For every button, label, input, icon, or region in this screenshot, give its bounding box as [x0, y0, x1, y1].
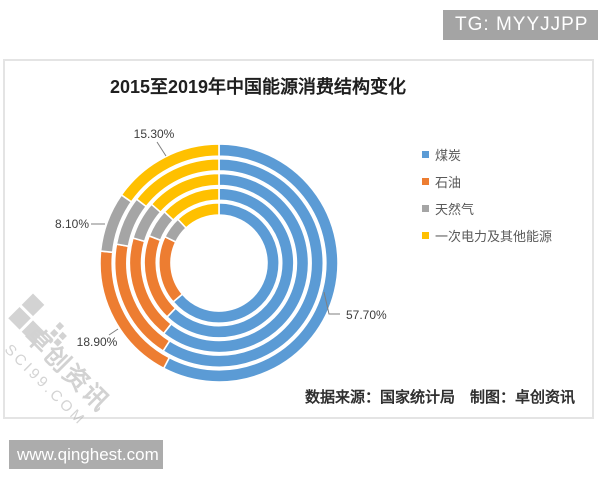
legend-item-coal: 煤炭: [422, 141, 552, 168]
legend-swatch-oil: [422, 178, 429, 185]
source-note: 数据来源：国家统计局 制图：卓创资讯: [304, 389, 575, 406]
donut-rings-chart: [99, 143, 339, 383]
data-label: 57.70%: [346, 308, 387, 322]
chart-title: 2015至2019年中国能源消费结构变化: [109, 77, 407, 97]
legend-label-electricity: 一次电力及其他能源: [435, 229, 553, 244]
footer-url-badge: www.qinghest.com: [9, 440, 163, 469]
data-label: 15.30%: [134, 127, 175, 141]
legend-item-electricity: 一次电力及其他能源: [422, 222, 552, 249]
legend-label-oil: 石油: [435, 175, 462, 190]
legend-label-gas: 天然气: [435, 202, 475, 217]
legend-swatch-coal: [422, 151, 429, 158]
donut-data-labels: 57.70% 18.90% 8.10% 15.30%: [55, 127, 387, 349]
legend-item-gas: 天然气: [422, 195, 552, 222]
data-label: 8.10%: [55, 217, 89, 231]
legend-swatch-gas: [422, 205, 429, 212]
tg-badge: TG: MYYJJPP: [443, 10, 598, 40]
legend-label-coal: 煤炭: [435, 148, 462, 163]
data-label: 18.90%: [77, 335, 118, 349]
legend-item-oil: 石油: [422, 168, 552, 195]
legend-swatch-electricity: [422, 232, 429, 239]
chart-panel: 2015至2019年中国能源消费结构变化 卓创资讯 SCI99.COM 57.7…: [1, 59, 594, 429]
chart-legend: 煤炭 石油 天然气 一次电力及其他能源: [422, 141, 552, 249]
